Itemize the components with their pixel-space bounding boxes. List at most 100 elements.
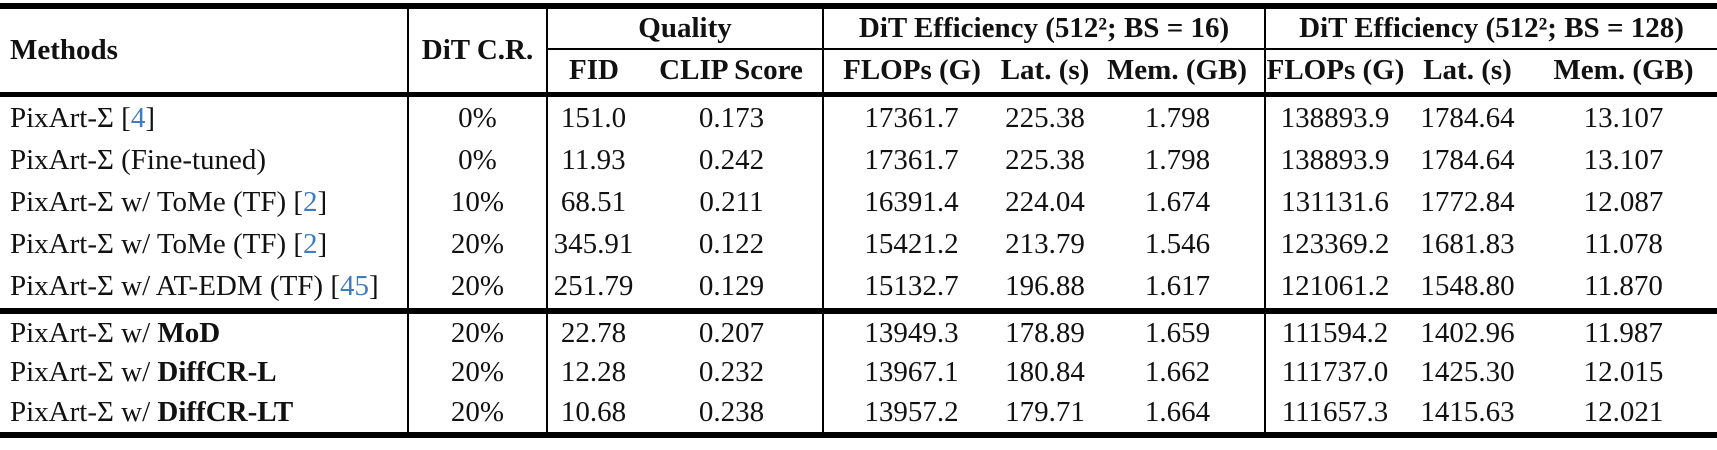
clip-score-cell: 0.238 — [698, 395, 765, 428]
group-header-underline — [547, 48, 1717, 50]
method-name-bold: DiffCR-L — [157, 356, 277, 389]
citation-link[interactable]: [4] — [121, 101, 155, 134]
latency-bs128-cell: 1548.80 — [1420, 270, 1515, 303]
memory-bs128-cell: 11.870 — [1584, 270, 1663, 303]
baseline-rows-group: PixArt-Σ [4] 0% 151.0 0.173 17361.7 225.38 1.7… — [0, 97, 1717, 308]
vrule-methods-cr — [407, 9, 409, 438]
flops-bs16-cell: 16391.4 — [864, 185, 959, 218]
latency-bs16-cell: 224.04 — [1005, 185, 1085, 218]
fid-cell: 12.28 — [560, 356, 627, 389]
latency-bs128-cell: 1681.83 — [1420, 228, 1515, 261]
memory-bs16-cell: 1.662 — [1144, 356, 1211, 389]
memory-bs128-cell: 13.107 — [1583, 101, 1664, 134]
method-cell: PixArt-Σ w/ AT-EDM (TF) [45] — [10, 270, 379, 303]
citation-number[interactable]: 2 — [303, 185, 318, 218]
flops-bs128-column-header: FLOPs (G) — [1266, 53, 1405, 86]
dit-cr-cell: 0% — [458, 143, 497, 176]
method-cell: PixArt-Σ w/ DiffCR-LT — [10, 395, 294, 428]
quality-group-header: Quality — [638, 12, 732, 44]
table-row: PixArt-Σ w/ MoD 20% 22.78 0.207 13949.3 178.8… — [0, 314, 1717, 353]
memory-bs128-cell: 12.021 — [1583, 395, 1664, 428]
latency-bs16-column-header: Lat. (s) — [1000, 53, 1090, 86]
table-row: PixArt-Σ [4] 0% 151.0 0.173 17361.7 225.38 1.7… — [0, 97, 1717, 139]
table-row: PixArt-Σ w/ DiffCR-L 20% 12.28 0.232 13967.1… — [0, 353, 1717, 392]
clip-score-cell: 0.211 — [699, 185, 764, 218]
flops-bs128-cell: 138893.9 — [1280, 143, 1390, 176]
clip-score-cell: 0.242 — [698, 143, 765, 176]
dit-cr-cell: 0% — [458, 101, 497, 134]
flops-bs16-cell: 13957.2 — [864, 395, 959, 428]
fid-cell: 10.68 — [560, 395, 627, 428]
vrule-cr-quality — [546, 9, 548, 438]
memory-bs128-cell: 12.015 — [1583, 356, 1664, 389]
dit-cr-cell: 20% — [450, 317, 505, 350]
methods-column-header: Methods — [10, 34, 118, 66]
dit-cr-cell: 20% — [450, 270, 505, 303]
fid-cell: 151.0 — [560, 101, 627, 134]
latency-bs16-cell: 213.79 — [1005, 228, 1085, 261]
latency-bs128-cell: 1772.84 — [1420, 185, 1515, 218]
fid-cell: 68.51 — [560, 185, 627, 218]
method-name-bold: DiffCR-LT — [157, 395, 294, 428]
flops-bs128-cell: 111737.0 — [1281, 356, 1389, 389]
dit-cr-cell: 20% — [450, 395, 505, 428]
flops-bs16-cell: 15132.7 — [864, 270, 959, 303]
latency-bs16-cell: 225.38 — [1005, 143, 1085, 176]
header-bottom-rule — [0, 92, 1717, 97]
table-row: PixArt-Σ w/ AT-EDM (TF) [45] 20% 251.79 0.1… — [0, 266, 1717, 308]
flops-bs16-cell: 17361.7 — [864, 101, 959, 134]
clip-score-cell: 0.207 — [698, 317, 765, 350]
latency-bs16-cell: 225.38 — [1005, 101, 1085, 134]
clip-score-cell: 0.129 — [698, 270, 765, 303]
dit-cr-column-header: DiT C.R. — [421, 34, 534, 66]
latency-bs16-cell: 179.71 — [1005, 395, 1085, 428]
table-row: PixArt-Σ w/ ToMe (TF) [2] 20% 345.91 0.122 1… — [0, 224, 1717, 266]
table-row: PixArt-Σ w/ ToMe (TF) [2] 10% 68.51 0.211 16… — [0, 181, 1717, 223]
citation-link[interactable]: [45] — [330, 270, 379, 303]
table-row: PixArt-Σ w/ DiffCR-LT 20% 10.68 0.238 13957.… — [0, 393, 1717, 432]
flops-bs128-cell: 138893.9 — [1280, 101, 1390, 134]
clip-score-cell: 0.232 — [698, 356, 765, 389]
clip-score-cell: 0.122 — [698, 228, 765, 261]
vrule-eff16-eff128 — [1264, 9, 1266, 438]
flops-bs16-column-header: FLOPs (G) — [843, 53, 981, 86]
latency-bs128-cell: 1415.63 — [1420, 395, 1515, 428]
method-name-bold: MoD — [157, 317, 221, 350]
flops-bs128-cell: 123369.2 — [1280, 228, 1390, 261]
vrule-quality-eff16 — [822, 9, 824, 438]
latency-bs128-cell: 1402.96 — [1420, 317, 1515, 350]
memory-bs16-cell: 1.664 — [1144, 395, 1211, 428]
table-row: PixArt-Σ (Fine-tuned) 0% 11.93 0.242 17361.7… — [0, 139, 1717, 181]
method-cell: PixArt-Σ w/ ToMe (TF) [2] — [10, 185, 328, 218]
memory-bs16-cell: 1.798 — [1144, 101, 1211, 134]
flops-bs16-cell: 13967.1 — [864, 356, 959, 389]
dit-cr-cell: 10% — [450, 185, 505, 218]
dit-cr-cell: 20% — [450, 228, 505, 261]
method-cell: PixArt-Σ w/ ToMe (TF) [2] — [10, 228, 328, 261]
memory-bs16-cell: 1.674 — [1144, 185, 1211, 218]
dit-cr-cell: 20% — [450, 356, 505, 389]
flops-bs128-cell: 131131.6 — [1281, 185, 1389, 218]
fid-cell: 11.93 — [561, 143, 626, 176]
latency-bs16-cell: 180.84 — [1005, 356, 1085, 389]
citation-number[interactable]: 4 — [130, 101, 146, 134]
fid-column-header: FID — [569, 53, 619, 86]
citation-link[interactable]: [2] — [293, 185, 328, 218]
flops-bs128-cell: 121061.2 — [1280, 270, 1390, 303]
citation-number[interactable]: 45 — [340, 270, 369, 303]
fid-cell: 251.79 — [553, 270, 634, 303]
citation-number[interactable]: 2 — [303, 228, 318, 261]
method-cell: PixArt-Σ w/ MoD — [10, 317, 221, 350]
memory-bs128-column-header: Mem. (GB) — [1553, 53, 1694, 86]
clip-score-cell: 0.173 — [698, 101, 765, 134]
citation-link[interactable]: [2] — [293, 228, 328, 261]
method-cell: PixArt-Σ w/ DiffCR-L — [10, 356, 277, 389]
flops-bs16-cell: 13949.3 — [864, 317, 959, 350]
efficiency-bs16-group-header: DiT Efficiency (512²; BS = 16) — [858, 12, 1230, 44]
latency-bs128-cell: 1784.64 — [1420, 143, 1515, 176]
memory-bs16-cell: 1.659 — [1144, 317, 1211, 350]
group-separator-rule — [0, 308, 1717, 314]
flops-bs128-cell: 111657.3 — [1281, 395, 1389, 428]
flops-bs16-cell: 15421.2 — [864, 228, 959, 261]
memory-bs128-cell: 12.087 — [1583, 185, 1664, 218]
